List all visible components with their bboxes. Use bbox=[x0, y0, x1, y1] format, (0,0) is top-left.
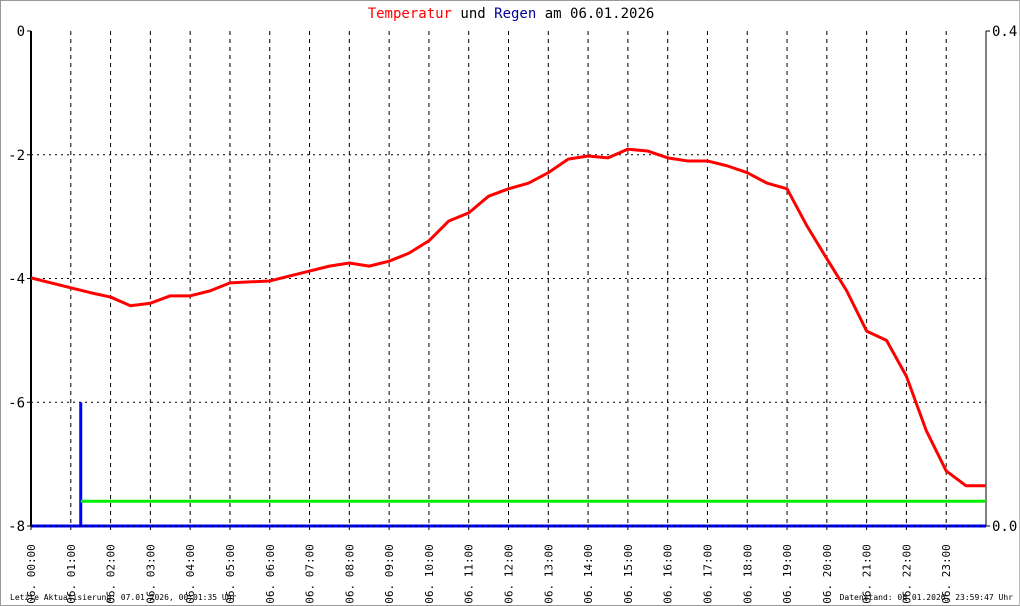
x-tick-label: 06. 22:00 bbox=[900, 544, 913, 604]
x-tick-label: 06. 03:00 bbox=[144, 544, 157, 604]
x-tick-label: 06. 12:00 bbox=[503, 544, 516, 604]
y-left-tick-label: 0 bbox=[17, 24, 25, 40]
y-right-tick-label: 0.4 bbox=[992, 24, 1017, 40]
y-left-tick-label: -4 bbox=[8, 272, 25, 288]
rain-bar bbox=[79, 402, 83, 526]
x-tick-label: 06. 09:00 bbox=[383, 544, 396, 604]
x-tick-label: 06. 10:00 bbox=[423, 544, 436, 604]
x-tick-label: 06. 00:00 bbox=[25, 544, 38, 604]
x-tick-label: 06. 15:00 bbox=[622, 544, 635, 604]
x-tick-label: 06. 20:00 bbox=[821, 544, 834, 604]
last-update: Letzte Aktualisierung: 07.01.2026, 00:01… bbox=[10, 593, 237, 602]
x-tick-label: 06. 13:00 bbox=[542, 544, 555, 604]
title-date: am 06.01.2026 bbox=[536, 6, 655, 22]
x-tick-label: 06. 01:00 bbox=[65, 544, 78, 604]
x-tick-label: 06. 21:00 bbox=[861, 544, 874, 604]
y-left-tick-label: -2 bbox=[8, 148, 25, 164]
y-left-tick-label: -8 bbox=[8, 519, 25, 535]
title-temperature: Temperatur bbox=[367, 6, 452, 22]
y-right-tick-label: 0.0 bbox=[992, 519, 1017, 535]
x-tick-label: 06. 11:00 bbox=[463, 544, 476, 604]
chart-title: Temperatur und Regen am 06.01.2026 bbox=[1, 6, 1019, 22]
x-tick-label: 06. 02:00 bbox=[105, 544, 118, 604]
x-tick-label: 06. 16:00 bbox=[662, 544, 675, 604]
x-tick-label: 06. 08:00 bbox=[343, 544, 356, 604]
x-tick-label: 06. 07:00 bbox=[304, 544, 317, 604]
x-tick-label: 06. 23:00 bbox=[940, 544, 953, 604]
x-tick-label: 06. 14:00 bbox=[582, 544, 595, 604]
title-rain: Regen bbox=[494, 6, 537, 22]
x-tick-label: 06. 05:00 bbox=[224, 544, 237, 604]
title-and: und bbox=[451, 6, 495, 22]
x-tick-label: 06. 19:00 bbox=[781, 544, 794, 604]
x-tick-label: 06. 17:00 bbox=[701, 544, 714, 604]
data-status: Datenstand: 06.01.2026, 23:59:47 Uhr bbox=[839, 593, 1013, 602]
y-left-tick-label: -6 bbox=[8, 395, 25, 411]
x-tick-label: 06. 18:00 bbox=[741, 544, 754, 604]
temperature-line bbox=[30, 147, 986, 488]
x-tick-label: 06. 06:00 bbox=[264, 544, 277, 604]
x-tick-label: 06. 04:00 bbox=[184, 544, 197, 604]
